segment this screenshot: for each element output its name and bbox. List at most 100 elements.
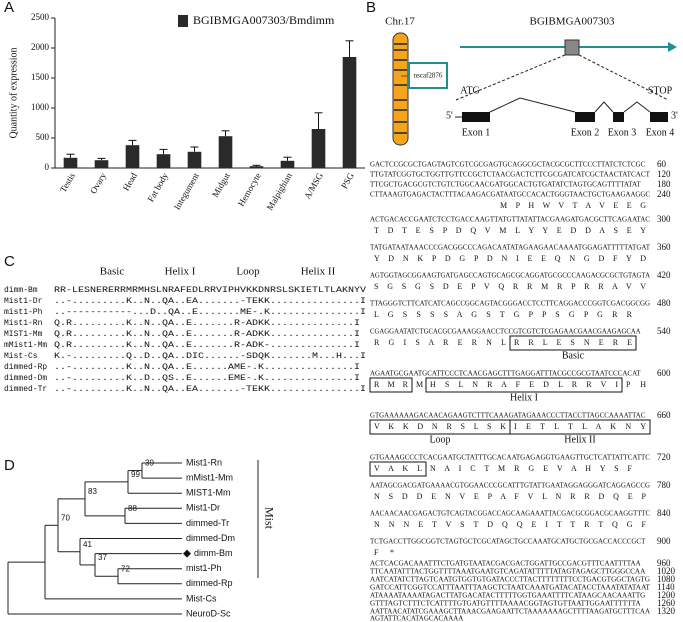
leaf-label: NeuroD-Sc: [186, 608, 231, 618]
nucleotide-line: AGAATGCGAATGCATTCCCTCAACGAGCTTTGAGGATTTA…: [370, 370, 641, 378]
panel-label: D: [4, 457, 15, 474]
bootstrap-value: 83: [88, 487, 97, 496]
clade-label: Mist: [262, 507, 276, 530]
aligned-sequence: ..-.........K..N..QA..EA.......-TEKK....…: [54, 297, 366, 306]
three-prime: 3': [671, 110, 678, 121]
y-tick-label: 1500: [31, 72, 50, 82]
x-tick-label: Testis: [58, 171, 77, 195]
position-number: 1140: [657, 582, 675, 592]
nucleotide-line: AATAGCGACGATGAAAACGTGGAACCCGCATTTGTATTGA…: [370, 482, 650, 490]
leaf-label: Mist1-Dr: [186, 503, 220, 513]
y-tick-label: 2500: [31, 12, 50, 22]
aligned-sequence: ..-----------...D..QA..E.......ME-.K....…: [54, 308, 366, 317]
start-codon: ATG: [460, 85, 479, 96]
nucleotide-line: TTAGGGTCTTCATCATCAGCCGGCAGTACGGGACCTCCTT…: [370, 300, 650, 308]
domain-label: Loop: [429, 434, 450, 445]
position-number: 780: [657, 480, 671, 490]
amino-acids: V K K D N R S L S K: [374, 422, 506, 431]
sequence-name: dimm-Bm: [4, 286, 38, 295]
sequence-name: mMist1-Mm: [4, 341, 47, 350]
leaf-label: dimmed-Rp: [186, 578, 233, 588]
position-number: 840: [657, 508, 671, 518]
nucleotide-line: GTGAAAAAAGACAACAGAAGTCTTTCAAAGATAGAAACCC…: [370, 412, 646, 420]
leaf-label: mMist1-Mm: [186, 472, 233, 482]
nucleotide-line: ACTCACGACAAATTTCTGATGTAATACGACGACTGGATTG…: [370, 560, 641, 568]
leaf-label: mist1-Ph: [186, 563, 222, 573]
marker-diamond: [183, 549, 191, 558]
gene-label: BGIBMGA007303: [530, 16, 615, 28]
amino-acids: L G S S S S A G S T G P P S G P G R R: [374, 310, 633, 319]
sequence-name: dimmed-Dm: [4, 374, 47, 383]
domain-box: [509, 419, 651, 435]
nucleotide-line: AACAACAACGAGACTGTCAGTACGGACCAGCAAGAAATTA…: [370, 510, 650, 518]
domain-box: [369, 377, 413, 393]
aligned-sequence: K.-.........Q..D..QA..DIC......-SDQK....…: [54, 352, 366, 361]
position-number: 1320: [657, 606, 676, 616]
arrow-head: [668, 42, 677, 52]
nucleotide-line: AGTATTCACATAGCACAAAA: [370, 615, 463, 622]
aligned-sequence: ..-.........K..N..QA..EA.......-TEKK....…: [54, 385, 366, 394]
x-tick-label: Ovary: [88, 171, 108, 196]
sequence-name: Mist-Cs: [4, 352, 38, 361]
position-number: 60: [657, 159, 667, 169]
bar: [280, 160, 295, 168]
nucleotide-line: AGTGGTAGCGGAAGTGATGAGCCAGTGCAGCGCAGGATGC…: [370, 272, 650, 280]
aligned-sequence: RR-LESNERERRMRMHSLNRAFEDLRRVIPHVKKDNRSLS…: [54, 286, 366, 295]
bootstrap-value: 37: [98, 553, 107, 562]
amino-acids: N N N E T V S T D Q Q E I T T R T Q G F: [374, 520, 647, 529]
chromosome-label: Chr.17: [385, 16, 415, 28]
aligned-sequence: Q.R.........K..N..QA..E.......R-ADKK....…: [54, 330, 360, 339]
y-axis-label: Quantity of expression: [8, 47, 19, 138]
nucleotide-line: CGAGGAATATCTGCACGCGAAAGGAACCTCCGTCGTCTCG…: [370, 328, 641, 336]
aligned-sequence: Q.R.........K..N..QA..E.......R-ADK-....…: [54, 341, 360, 350]
chromosome: [392, 32, 410, 146]
position-number: 360: [657, 242, 671, 252]
sequence-name: Mist1-Rn: [4, 319, 43, 328]
amino-acids: S G S G S D E P V Q R R M R P R R A V V: [374, 282, 646, 291]
amino-acids: P H: [626, 380, 646, 389]
amino-acids: F *: [374, 548, 394, 557]
bootstrap-value: 70: [61, 513, 70, 522]
amino-acids: V A K L: [374, 464, 422, 473]
region-label: Basic: [100, 266, 125, 278]
bar: [218, 136, 233, 168]
amino-acids: I E T L T L A K N Y: [514, 422, 646, 431]
position-number: 660: [657, 410, 671, 420]
x-tick-label: Hemocyte: [236, 171, 263, 208]
bootstrap-value: 41: [83, 540, 92, 549]
position-number: 180: [657, 179, 671, 189]
amino-acids: M: [416, 380, 423, 389]
position-number: 600: [657, 368, 671, 378]
panel-label: C: [4, 253, 15, 270]
x-tick-label: PSG: [339, 171, 356, 191]
x-tick-label: A/MSG: [302, 171, 325, 201]
panel-label: A: [4, 0, 14, 16]
amino-acids: N S D D E N V E P A F V L N R R D Q E P: [374, 492, 647, 501]
x-tick-label: Midgut: [210, 171, 232, 199]
nucleotide-line: GTTTAGTCTTTCTCATTTTGTGATGTTTTAAAACGGTAGT…: [370, 600, 641, 608]
gene-box: [564, 39, 580, 56]
bootstrap-value: 99: [131, 470, 140, 479]
bar: [94, 160, 109, 168]
nucleotide-line: GACTCCGCGCTGAGTAGTCGTCGCGAGTGCAGGCGCTACG…: [370, 161, 646, 169]
nucleotide-line: TTCAATATTTACTGGTTTTAAATGAATGTCAGATATTTTT…: [370, 568, 645, 576]
sequence-name: dimmed-Rp: [4, 363, 47, 372]
nucleotide-line: TATGATAATAAACCCGACGGCCCAGACAATATAGAAGAAC…: [370, 244, 651, 252]
aligned-sequence: ..-.........K..N..QA..E......AME-.K.....…: [54, 363, 360, 372]
leaf-label: dimmed-Dm: [186, 533, 235, 543]
nucleotide-line: TTGTATCGGTGCTGGTTGTTCCGCTCTAACGACTCTTCGC…: [370, 171, 651, 179]
x-tick-label: Fat body: [145, 171, 170, 204]
y-tick-label: 0: [45, 162, 50, 172]
x-tick-label: Integument: [172, 171, 201, 212]
position-number: 720: [657, 452, 671, 462]
bar: [249, 166, 264, 168]
amino-acids: H S L N R A F E D L R R V I: [430, 380, 618, 389]
panel-label: B: [366, 0, 376, 16]
scaffold-label: nscaf2876: [414, 72, 443, 80]
zoom-line: [578, 54, 669, 101]
sequence-name: mist1-Ph: [4, 308, 43, 317]
legend-swatch: [178, 15, 188, 27]
sequence-name: Mist1-Dr: [4, 297, 43, 306]
aligned-sequence: Q.R.........K..N..QA..E.......R-ADKK....…: [54, 319, 360, 328]
